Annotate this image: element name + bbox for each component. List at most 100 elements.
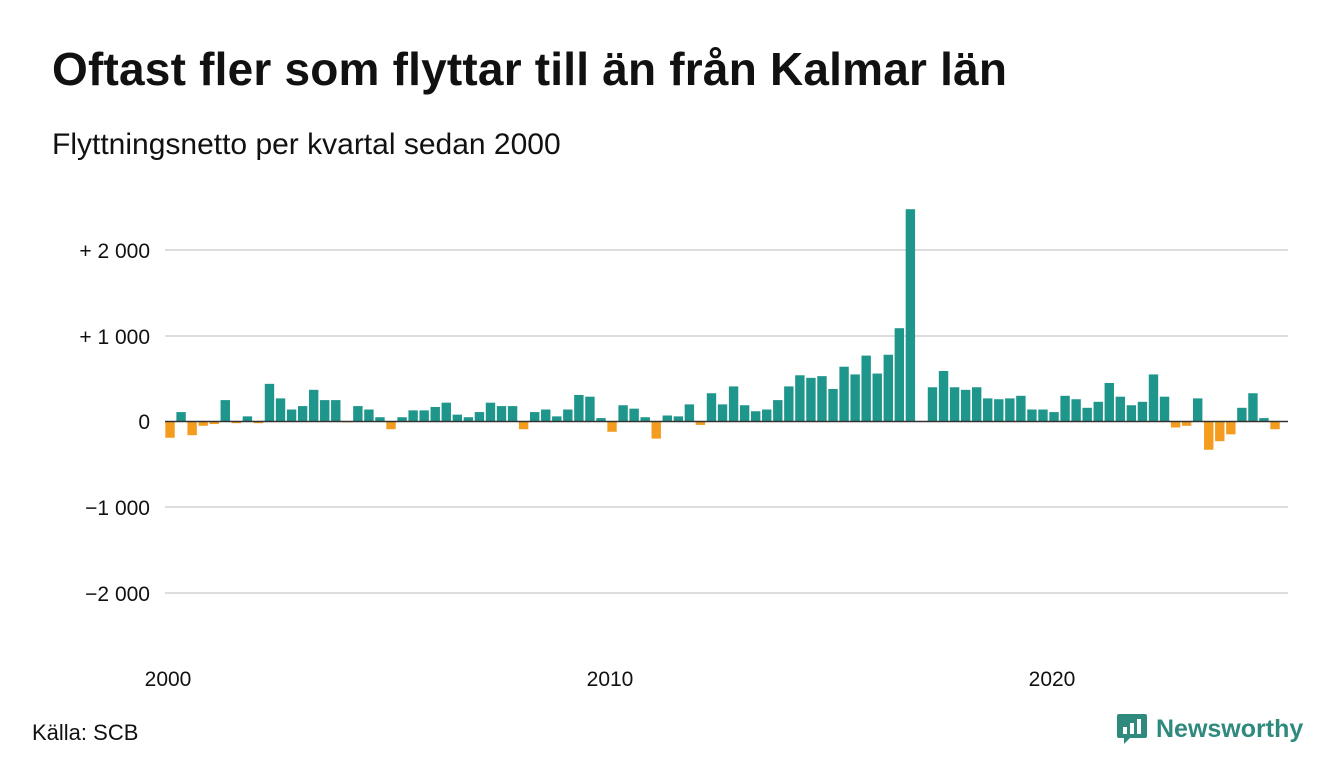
brand-name: Newsworthy [1156,714,1304,743]
bar-2022K2 [1148,374,1159,422]
bar-2020K1 [1049,412,1059,422]
bar-2000K2 [176,412,186,422]
bar-2017K2 [927,387,938,422]
bar-2015K3 [850,374,860,422]
bar-2024K1 [1226,421,1236,435]
bar-2013K4 [773,400,783,422]
bar-2005K3 [408,410,418,422]
bar-2004K2 [353,406,363,422]
bar-2007K1 [474,412,485,422]
bar-2024K2 [1237,407,1247,422]
bar-2020K4 [1082,407,1092,422]
bar-2011K2 [662,415,672,422]
bar-2014K2 [795,375,805,422]
chart-subtitle: Flyttningsnetto per kvartal sedan 2000 [52,128,561,161]
bar-2021K4 [1126,405,1137,422]
bar-2014K3 [806,377,816,422]
bar-2011K4 [684,404,695,422]
bar-2013K3 [762,409,772,422]
bar-2015K2 [839,366,849,422]
bar-2023K1 [1181,421,1192,426]
bar-2011K1 [651,421,661,439]
bar-2018K2 [971,387,982,422]
bar-2002K2 [264,383,275,422]
bar-2010K2 [618,405,628,422]
bar-2025K1 [1270,421,1280,430]
bar-2003K1 [297,406,308,422]
bar-2016K2 [883,354,893,422]
chart-title: Oftast fler som flyttar till än från Kal… [52,43,1008,95]
bar-2020K2 [1060,395,1070,422]
bar-2009K2 [574,394,584,422]
bar-2018K1 [960,389,971,422]
y-tick-label: −1 000 [85,497,150,520]
bar-2024K3 [1248,393,1258,422]
bar-2000K4 [198,421,208,426]
bar-2010K3 [629,408,639,422]
bar-2005K1 [386,421,396,430]
bar-2002K4 [286,409,297,422]
bar-2015K4 [861,355,871,422]
bar-2007K2 [485,402,496,422]
bar-2016K1 [872,373,882,422]
bar-2003K2 [308,389,319,422]
bar-2014K4 [817,376,827,422]
bar-2015K1 [828,388,838,422]
bar-2002K1 [253,421,264,424]
bar-2013K1 [739,405,750,422]
bar-series [165,209,1280,450]
bar-2016K3 [894,328,905,422]
bar-2001K2 [220,400,230,422]
source-note: Källa: SCB [32,720,139,745]
bar-2023K4 [1215,421,1225,442]
bar-2009K4 [596,418,606,422]
bar-2006K4 [463,417,474,422]
y-tick-label: 0 [138,411,150,434]
bar-2021K3 [1115,396,1126,422]
bar-2009K1 [563,409,573,422]
bar-2008K4 [552,416,562,422]
x-axis-labels: 2000 2010 2020 [145,668,1076,691]
newsworthy-logo-icon [1117,714,1147,744]
bar-2018K3 [983,398,993,422]
brand-logo[interactable]: Newsworthy [1116,712,1303,746]
bar-2004K3 [364,409,374,422]
bar-2020K3 [1071,399,1081,422]
bar-2007K3 [496,406,507,422]
bar-2010K1 [607,421,617,432]
bar-2003K4 [331,400,341,422]
y-tick-label: −2 000 [85,583,150,606]
bar-2013K2 [750,411,761,422]
bar-2006K1 [430,406,440,422]
bar-2022K3 [1159,396,1170,422]
bar-2006K3 [452,414,463,422]
bar-2004K4 [375,417,385,422]
bar-2023K2 [1192,398,1203,422]
bar-2007K4 [507,406,518,422]
y-axis-labels: + 2 000 + 1 000 0 −1 000 −2 000 [79,240,150,606]
bar-2005K4 [419,410,429,422]
grid-lines [165,249,1288,594]
y-tick-label: + 2 000 [79,240,150,263]
bar-2021K1 [1093,401,1103,422]
bar-2006K2 [441,402,451,422]
bar-2000K3 [187,421,197,436]
bar-2001K1 [209,421,219,425]
bar-2019K2 [1016,395,1026,422]
x-tick-label: 2020 [1029,668,1076,691]
bar-2000K1 [165,421,175,438]
bar-2019K1 [1005,398,1015,422]
x-tick-label: 2010 [587,668,634,691]
bar-2014K1 [784,386,794,422]
bar-2021K2 [1104,382,1114,422]
bar-2001K4 [242,416,253,422]
bar-2008K3 [541,409,551,422]
bar-2018K4 [994,399,1004,422]
bar-2012K1 [695,421,706,425]
bar-2024K4 [1259,418,1269,422]
bar-2019K3 [1027,409,1037,422]
bar-2008K2 [529,412,540,422]
bar-2022K4 [1170,421,1181,428]
bar-2005K2 [397,417,407,422]
